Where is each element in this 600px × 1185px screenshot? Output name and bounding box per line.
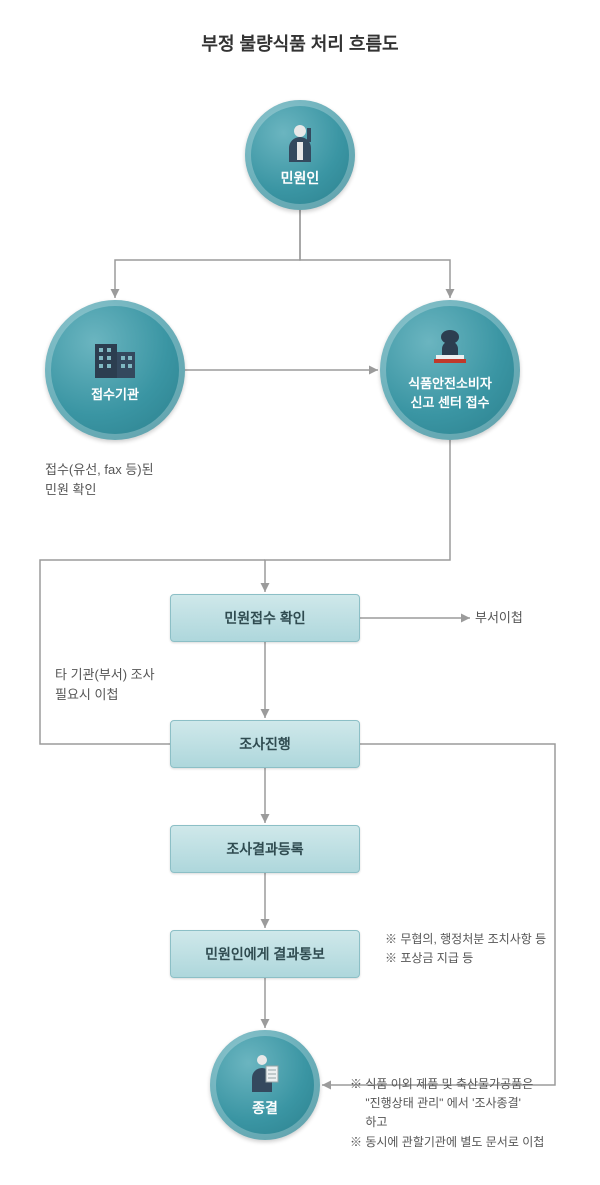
document-person-icon xyxy=(248,1052,282,1092)
transfer-note: 타 기관(부서) 조사 필요시 이첩 xyxy=(55,665,155,704)
flowchart-canvas: 부정 불량식품 처리 흐름도 민원인 xyxy=(0,0,600,1185)
page-title: 부정 불량식품 처리 흐름도 xyxy=(0,0,600,56)
node-label: 조사결과등록 xyxy=(226,839,303,859)
node-label: 민원인에게 결과통보 xyxy=(205,944,325,964)
node-label: 조사진행 xyxy=(239,734,291,754)
node-center: 식품안전소비자 신고 센터 접수 xyxy=(380,300,520,440)
node-label-line1: 식품안전소비자 xyxy=(408,373,492,392)
stamp-icon xyxy=(430,329,470,367)
node-agency: 접수기관 xyxy=(45,300,185,440)
node-confirm: 민원접수 확인 xyxy=(170,594,360,642)
person-icon xyxy=(283,122,317,162)
close-note: ※ 식품 이외 제품 및 축산물가공품은 "진행상태 관리" 에서 '조사종결'… xyxy=(350,1075,544,1152)
transfer-side-label: 부서이첩 xyxy=(475,608,523,628)
building-icon xyxy=(93,338,137,378)
node-notify: 민원인에게 결과통보 xyxy=(170,930,360,978)
node-close: 종결 xyxy=(210,1030,320,1140)
agency-note: 접수(유선, fax 등)된 민원 확인 xyxy=(45,460,154,499)
notify-note: ※ 무협의, 행정처분 조치사항 등 ※ 포상금 지급 등 xyxy=(385,930,546,968)
node-label: 민원인 xyxy=(281,168,320,188)
node-label: 민원접수 확인 xyxy=(224,608,305,628)
node-investigate: 조사진행 xyxy=(170,720,360,768)
node-complainant: 민원인 xyxy=(245,100,355,210)
node-label: 종결 xyxy=(252,1098,278,1118)
node-register: 조사결과등록 xyxy=(170,825,360,873)
node-label-line2: 신고 센터 접수 xyxy=(411,392,490,411)
node-label: 접수기관 xyxy=(91,384,139,403)
